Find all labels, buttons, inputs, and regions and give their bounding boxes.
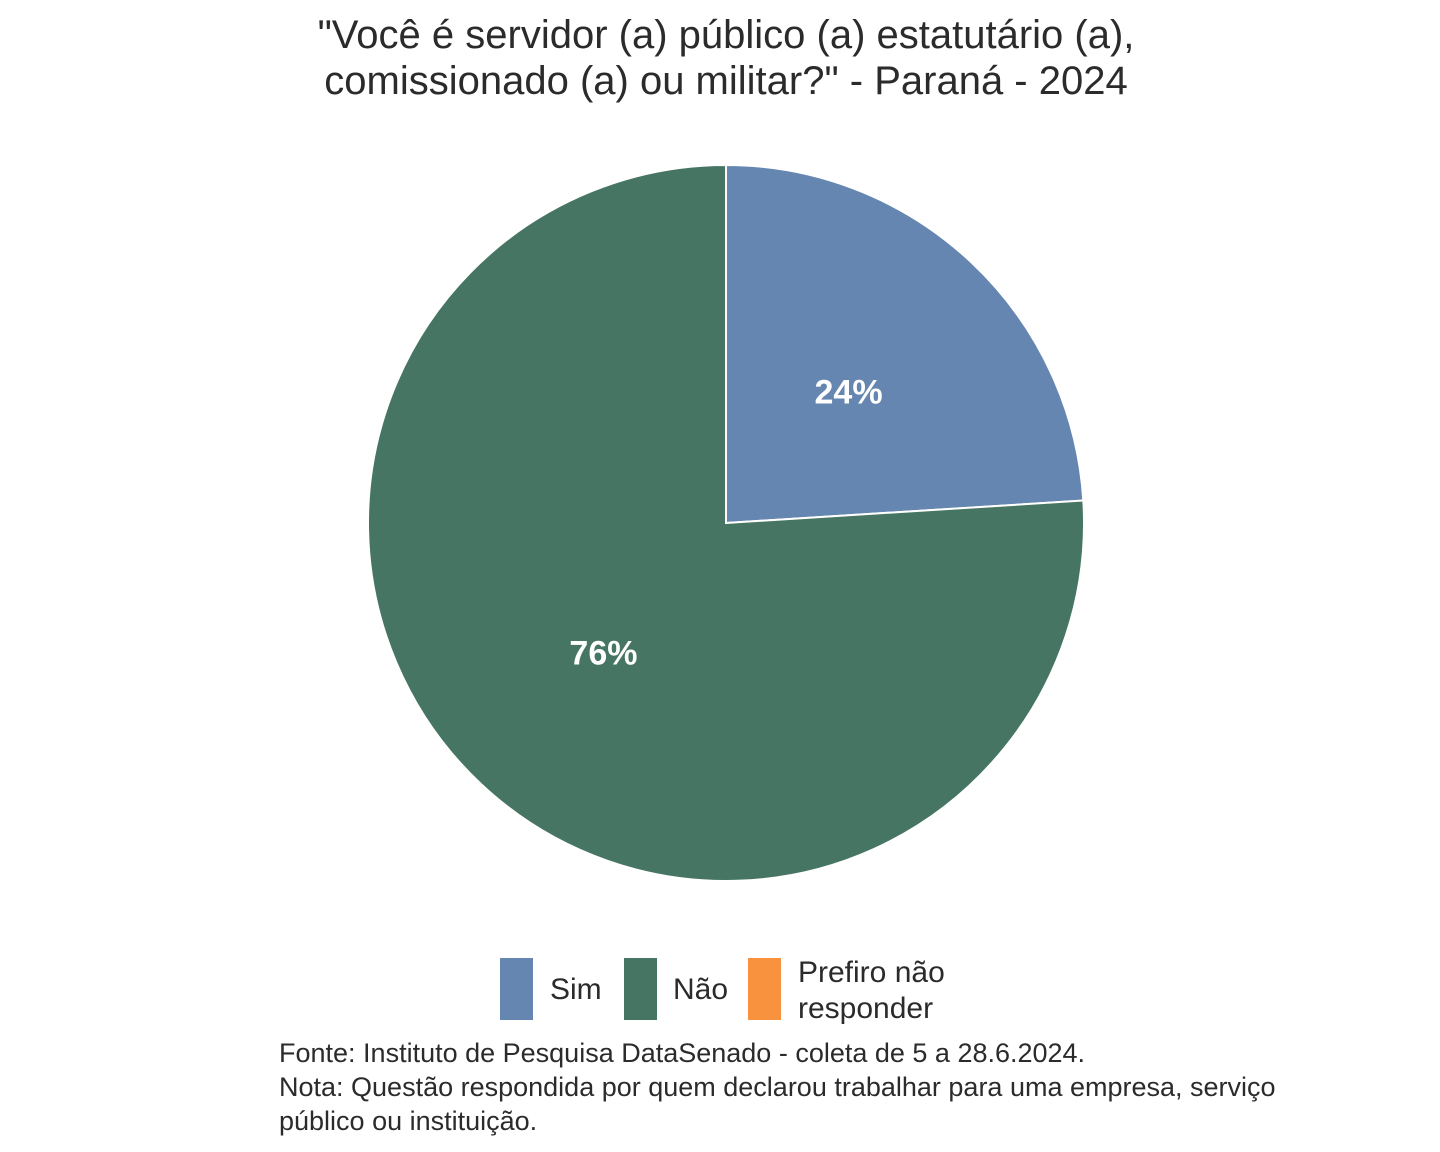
legend-label-prefiro-nao-responder-line-2: responder bbox=[798, 992, 934, 1025]
caption-note-line-1: Nota: Questão respondida por quem declar… bbox=[279, 1072, 1276, 1102]
pie-label-sim: 24% bbox=[815, 374, 883, 412]
caption-note-line-2: público ou instituição. bbox=[279, 1106, 538, 1136]
legend-swatch-prefiro-nao-responder bbox=[748, 958, 781, 1020]
pie-label-n-o: 76% bbox=[569, 634, 637, 672]
legend-label-sim: Sim bbox=[550, 973, 602, 1006]
legend-label-prefiro-nao-responder-line-1: Prefiro não bbox=[798, 956, 945, 989]
chart-title-line-1: "Você é servidor (a) público (a) estatut… bbox=[317, 13, 1135, 57]
legend-swatch-nao bbox=[624, 958, 657, 1020]
caption: Fonte: Instituto de Pesquisa DataSenado … bbox=[279, 1036, 1440, 1138]
pie-slice-sim bbox=[725, 163, 1085, 525]
chart-title-line-2: comissionado (a) ou militar?" - Paraná -… bbox=[324, 59, 1128, 103]
pie-slice-n-o bbox=[367, 163, 1085, 882]
chart-title: "Você é servidor (a) público (a) estatut… bbox=[0, 12, 1440, 104]
caption-source: Fonte: Instituto de Pesquisa DataSenado … bbox=[279, 1038, 1086, 1068]
legend-label-nao: Não bbox=[673, 973, 729, 1006]
legend-swatch-sim bbox=[500, 958, 533, 1020]
